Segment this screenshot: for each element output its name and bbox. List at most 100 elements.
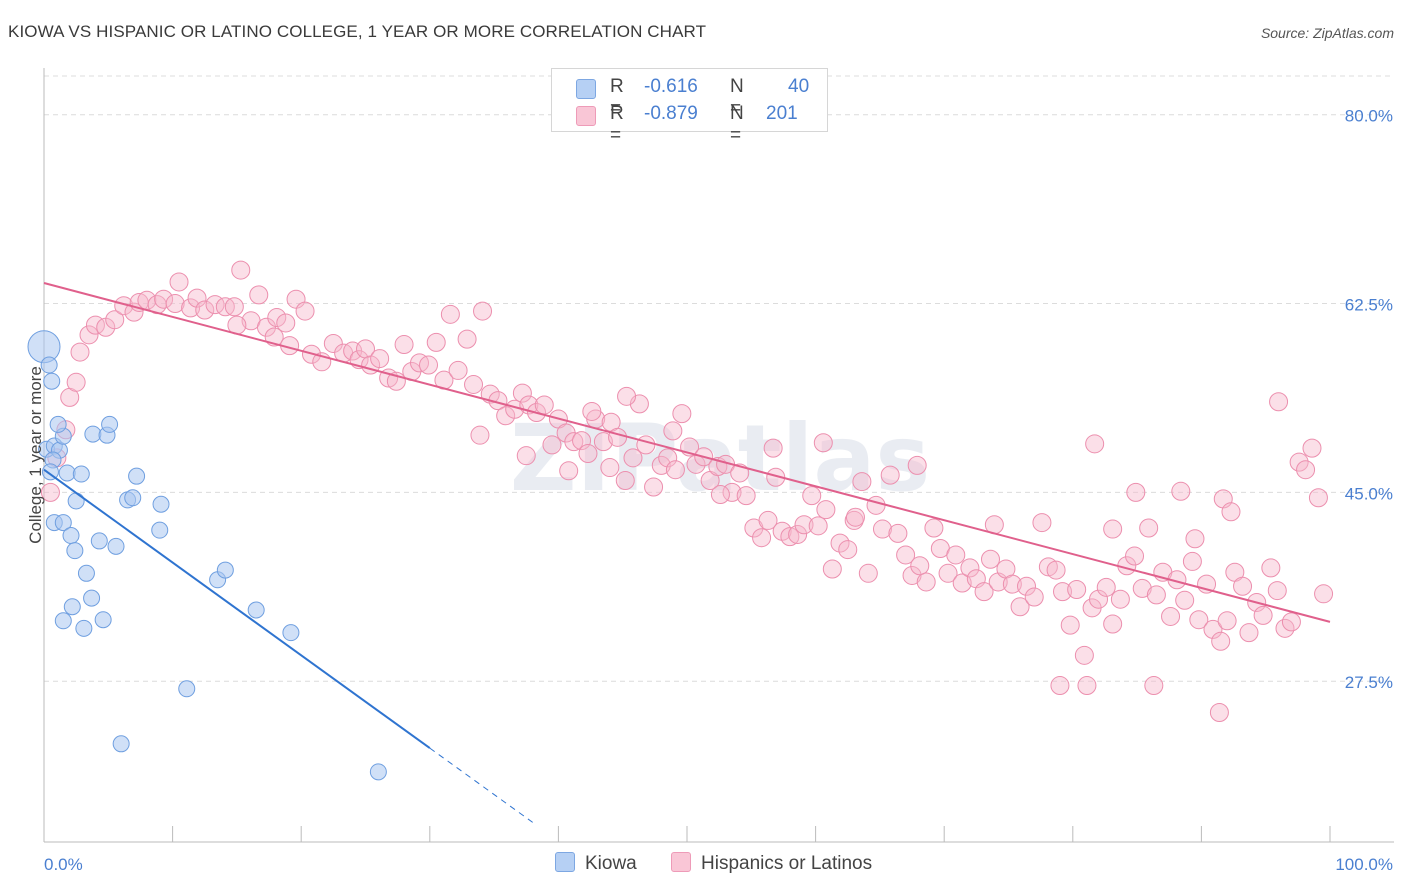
hispanic-point [370,349,390,369]
kiowa-legend-swatch [555,852,575,872]
hispanic-point [1053,582,1073,602]
hispanic-point [448,360,468,380]
hispanic-point [1314,584,1334,604]
hispanic-point [169,272,189,292]
hispanic-point [470,425,490,445]
legend-r-label: R = [610,76,624,119]
hispanic-point [845,507,865,527]
hispanic-point [1189,610,1209,630]
hispanic-point [195,300,215,320]
hispanic-point [1203,619,1223,639]
hispanic-point [231,260,251,280]
hispanic-point [1144,676,1164,696]
hispanic-point [1085,434,1105,454]
hispanic-point [1182,551,1202,571]
hispanic-points [40,260,1334,723]
hispanic-point [578,444,598,464]
hispanic-point [267,308,287,328]
kiowa-point [151,521,169,539]
hispanic-point [1125,546,1145,566]
hispanic-point [946,545,966,565]
kiowa-point [66,542,84,560]
hispanic-point [617,386,637,406]
x-tick-label: 100.0% [1335,855,1393,874]
legend-item-kiowa: Kiowa [555,852,637,875]
hispanic-point [79,325,99,345]
hispanic-point [838,540,858,560]
hispanic-point [663,421,683,441]
legend-n-label: N = [730,76,744,119]
legend-r-value: -0.616 [644,76,698,97]
hispanic-point [1209,703,1229,723]
hispanic-point [1024,587,1044,607]
kiowa-legend-label: Kiowa [585,853,637,874]
hispanic-point [788,524,808,544]
hispanic-point [1060,615,1080,635]
source-note: Source: ZipAtlas.com [1260,25,1394,41]
hispanic-point [1185,529,1205,549]
hispanic-point [952,573,972,593]
kiowa-point [282,624,300,642]
hispanic-point [1132,578,1152,598]
hispanic-point [907,455,927,475]
hispanic-point [1267,581,1287,601]
hispanic-point [794,515,814,535]
hispanic-point [780,527,800,547]
hispanic-point [1126,482,1146,502]
kiowa-point [178,680,196,698]
hispanic-point [1074,645,1094,665]
chart-title: KIOWA VS HISPANIC OR LATINO COLLEGE, 1 Y… [8,22,707,41]
kiowa-point [63,598,81,616]
hispanic-point [644,477,664,497]
kiowa-swatch [576,79,596,99]
hispanic-point [1002,574,1022,594]
hispanic-point [623,448,643,468]
kiowa-point [124,489,142,507]
trend-layer [43,282,1331,823]
hispanic-point [1110,589,1130,609]
hispanic-point [187,288,207,308]
hispanic-point [473,301,493,321]
kiowa-points [27,330,387,781]
hispanic-point [872,519,892,539]
hispanic-point [844,510,864,530]
y-axis-label: College, 1 year or more [26,366,45,544]
hispanic-point [813,433,833,453]
hispanic-point [1296,460,1316,480]
kiowa-point [43,372,61,390]
kiowa-point [75,619,93,637]
hispanic-point [665,460,685,480]
hispanic-point [722,482,742,502]
kiowa-point [54,514,72,532]
hispanic-swatch [576,106,596,126]
hispanic-point [600,458,620,478]
hispanic-point [608,427,628,447]
legend-r-value: -0.879 [644,103,698,124]
grid-layer [44,75,1394,682]
hispanic-point [880,465,900,485]
hispanic-point [1038,557,1058,577]
hispanic-point [516,446,536,466]
hispanic-point [1239,623,1259,643]
hispanic-point [866,495,886,515]
hispanic-point [276,313,296,333]
kiowa-point [54,612,72,630]
hispanic-point [1233,576,1253,596]
hispanic-point [323,333,343,353]
hispanic-point [636,435,656,455]
hispanic-point [1175,590,1195,610]
legend-n-value: 40 [788,76,810,97]
kiowa-point [84,425,102,443]
hispanic-point [1261,558,1281,578]
kiowa-point [77,564,95,582]
hispanic-point [1289,452,1309,472]
hispanic-point [1050,676,1070,696]
hispanic-legend-swatch [671,852,691,872]
hispanic-point [808,516,828,536]
hispanic-point [974,582,994,602]
hispanic-point [1211,631,1231,651]
hispanic-point [710,485,730,505]
hispanic-point [858,563,878,583]
tick-label-layer: 27.5% 45.0% 62.5% 80.0% 0.0% 100.0% [44,107,1393,874]
kiowa-trend-line [43,468,431,749]
